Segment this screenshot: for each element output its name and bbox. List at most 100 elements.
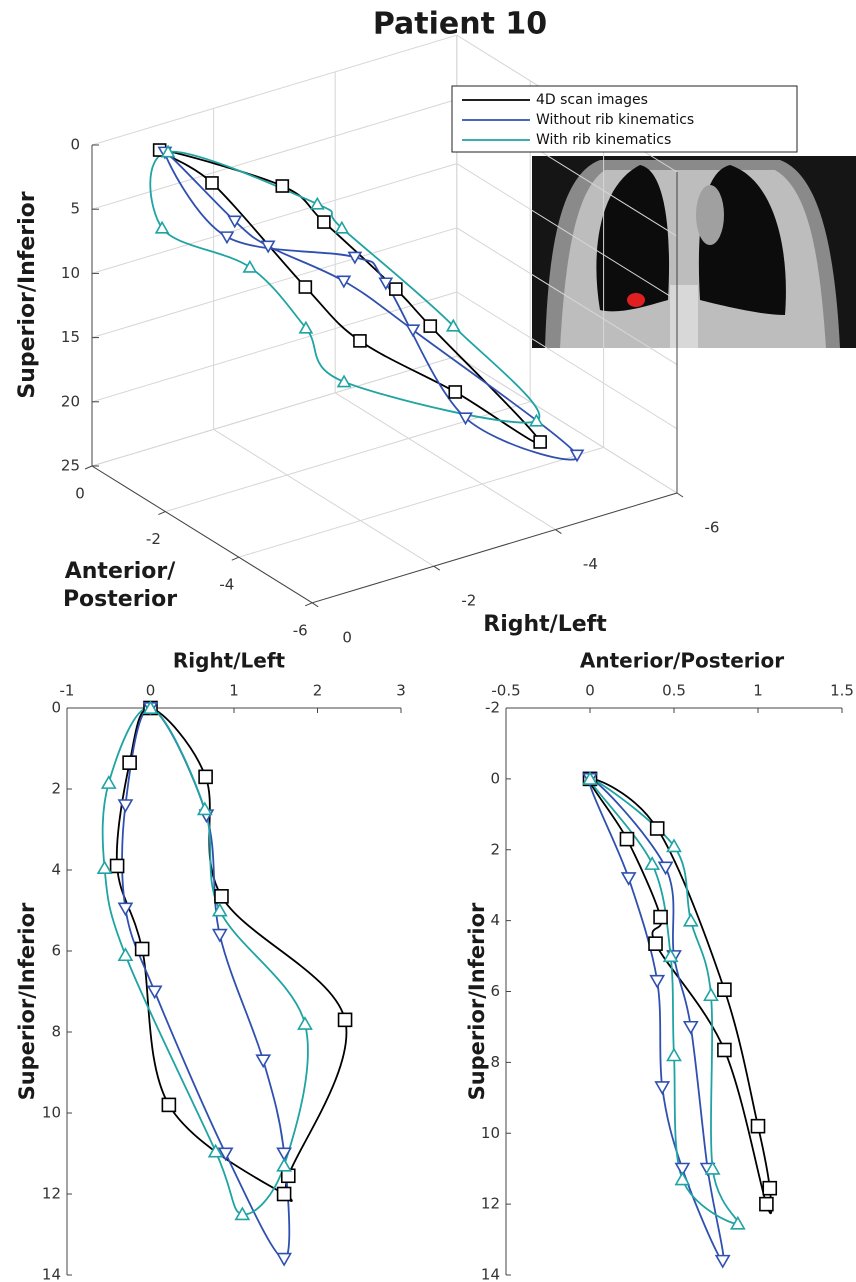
marker bbox=[214, 889, 229, 904]
tick-mark bbox=[676, 492, 684, 498]
marker bbox=[649, 821, 665, 836]
series-line bbox=[156, 149, 542, 445]
marker bbox=[674, 1162, 691, 1177]
y-tick-label: 14 bbox=[42, 1266, 61, 1282]
y-tick-label: 6 bbox=[51, 942, 61, 960]
marker bbox=[714, 1254, 731, 1269]
x-axis-title: Right/Left bbox=[173, 649, 286, 673]
marker bbox=[196, 801, 213, 816]
marker bbox=[309, 196, 325, 210]
x-tick-label: 1 bbox=[753, 682, 763, 700]
legend-label: 4D scan images bbox=[536, 92, 648, 108]
y-axis-title: Anterior/ bbox=[65, 559, 176, 584]
marker bbox=[717, 982, 732, 998]
z-tick-label: 20 bbox=[61, 392, 80, 410]
marker bbox=[276, 1157, 292, 1172]
x-tick-label: 0 bbox=[146, 682, 156, 700]
grid-line bbox=[91, 98, 457, 210]
x-tick-label: 0 bbox=[585, 682, 595, 700]
y-tick-label: 12 bbox=[42, 1185, 61, 1203]
grid-line bbox=[456, 163, 678, 301]
grid-line bbox=[91, 34, 457, 146]
y-tick-label: 0 bbox=[51, 699, 61, 717]
y-tick-label: 0 bbox=[490, 769, 500, 787]
marker bbox=[205, 176, 219, 190]
marker bbox=[704, 1160, 721, 1175]
y-axis-title: Superior/Inferior bbox=[465, 902, 489, 1100]
marker bbox=[146, 985, 163, 1000]
x-tick-label: -6 bbox=[705, 519, 720, 537]
z-tick-label: 5 bbox=[70, 200, 80, 218]
x-tick-label: -4 bbox=[583, 555, 598, 573]
marker bbox=[298, 280, 313, 294]
grid-line bbox=[456, 227, 678, 366]
marker bbox=[458, 412, 473, 426]
marker bbox=[142, 700, 159, 714]
marker bbox=[445, 318, 461, 332]
x-tick-label: -0.5 bbox=[491, 682, 520, 700]
marker bbox=[353, 334, 367, 348]
marker bbox=[759, 1196, 774, 1212]
y-tick-label: 4 bbox=[490, 911, 500, 929]
marker bbox=[648, 936, 663, 951]
marker bbox=[117, 902, 134, 917]
tick-mark bbox=[305, 602, 313, 607]
y-tick-label: -6 bbox=[293, 621, 308, 639]
marker bbox=[717, 1042, 732, 1058]
y-tick-label: 10 bbox=[42, 1104, 61, 1122]
y-tick-label: 8 bbox=[51, 1023, 61, 1041]
series-line bbox=[115, 707, 348, 1202]
marker bbox=[533, 435, 547, 449]
marker bbox=[620, 872, 637, 886]
y-tick-label: -2 bbox=[485, 699, 500, 717]
marker bbox=[674, 1171, 691, 1186]
y-tick-label: 8 bbox=[490, 1053, 500, 1071]
marker bbox=[154, 220, 170, 234]
marker bbox=[117, 799, 134, 813]
x-tick-label: -2 bbox=[461, 592, 476, 610]
marker bbox=[649, 974, 666, 989]
tick-mark bbox=[555, 529, 562, 535]
ct-image bbox=[532, 156, 856, 348]
axis-line bbox=[91, 465, 313, 604]
grid-line bbox=[91, 291, 457, 403]
marker bbox=[217, 1147, 234, 1162]
z-tick-label: 15 bbox=[61, 328, 80, 346]
tick-mark bbox=[158, 511, 166, 516]
legend-box bbox=[451, 85, 798, 153]
marker bbox=[336, 275, 352, 289]
marker bbox=[109, 858, 125, 874]
marker bbox=[682, 1020, 699, 1035]
marker bbox=[666, 1047, 682, 1062]
marker bbox=[582, 771, 598, 785]
marker bbox=[378, 277, 394, 291]
grid-line bbox=[165, 401, 531, 513]
marker bbox=[657, 861, 674, 876]
marker bbox=[161, 1097, 177, 1113]
marker bbox=[750, 1118, 766, 1134]
grid-line bbox=[456, 291, 678, 430]
marker bbox=[297, 1016, 313, 1030]
marker bbox=[662, 948, 679, 963]
y-axis-title: Superior/Inferior bbox=[15, 902, 39, 1100]
x-axis-title: Right/Left bbox=[483, 612, 607, 637]
marker bbox=[347, 251, 363, 265]
x-tick-label: 0.5 bbox=[662, 682, 686, 700]
marker bbox=[211, 928, 228, 943]
grid-line bbox=[334, 392, 556, 531]
legend-label: Without rib kinematics bbox=[536, 112, 694, 128]
x-tick-label: -1 bbox=[60, 682, 75, 700]
marker bbox=[234, 1206, 251, 1221]
marker bbox=[117, 947, 134, 962]
x-tick-label: 3 bbox=[396, 682, 406, 700]
marker bbox=[654, 1081, 671, 1095]
marker bbox=[207, 1143, 224, 1158]
grid-line bbox=[456, 355, 678, 494]
z-axis-title: Superior/Inferior bbox=[15, 191, 40, 398]
marker bbox=[260, 240, 276, 254]
grid-line bbox=[91, 355, 457, 467]
y-tick-label: 0 bbox=[75, 485, 85, 503]
y-tick-label: -2 bbox=[146, 530, 161, 548]
marker bbox=[389, 282, 403, 296]
